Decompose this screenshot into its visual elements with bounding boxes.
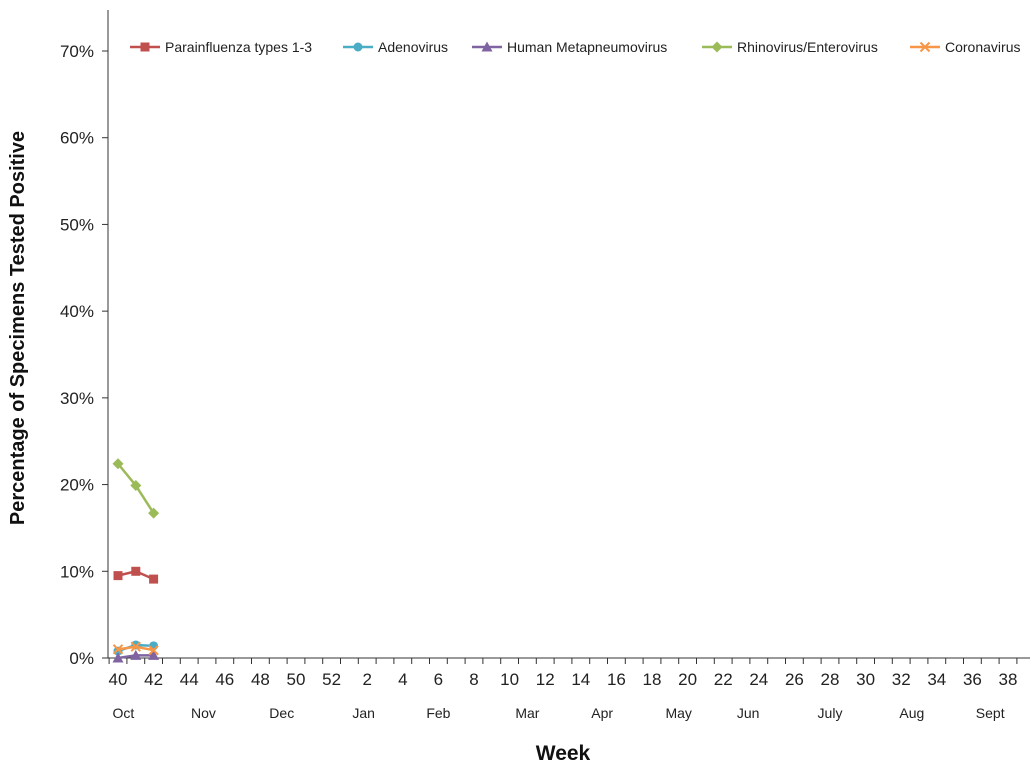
legend-label: Parainfluenza types 1-3 (165, 39, 312, 55)
legend: Parainfluenza types 1-3 Adenovirus Human M… (130, 39, 1020, 55)
data-point (130, 641, 142, 652)
month-label: July (818, 705, 843, 721)
data-point (130, 649, 142, 660)
x-tick-label: 8 (469, 670, 478, 689)
axes: 0%10%20%30%40%50%60%70%40 42 44 46 48 50 52 2 4 6… (60, 10, 1030, 721)
legend-label: Adenovirus (378, 39, 448, 55)
x-tick-label: 18 (643, 670, 662, 689)
data-point (148, 649, 160, 660)
data-point (353, 42, 363, 52)
data-point (140, 42, 150, 52)
x-tick-label: 34 (927, 670, 946, 689)
month-label: Jan (352, 705, 375, 721)
x-tick-label: 4 (398, 670, 407, 689)
y-tick-label: 60% (60, 129, 94, 148)
legend-entry: Adenovirus (343, 39, 448, 55)
legend-label: Human Metapneumovirus (507, 39, 667, 55)
series-parainfluenza-types-1-3 (113, 566, 159, 584)
x-tick-label: 32 (892, 670, 911, 689)
month-label: Oct (112, 705, 134, 721)
data-point (149, 574, 159, 584)
legend-label: Coronavirus (945, 39, 1020, 55)
x-tick-label: 52 (322, 670, 341, 689)
x-tick-label: 38 (999, 670, 1018, 689)
x-tick-label: 30 (856, 670, 875, 689)
legend-entry: Rhinovirus/Enterovirus (702, 39, 878, 55)
y-tick-label: 30% (60, 389, 94, 408)
month-label: Nov (191, 705, 216, 721)
data-point (112, 652, 124, 663)
y-tick-label: 50% (60, 215, 94, 234)
month-label: Apr (591, 705, 613, 721)
month-label: Sept (976, 705, 1005, 721)
y-tick-label: 20% (60, 476, 94, 495)
x-tick-label: 16 (607, 670, 626, 689)
series-layer (112, 458, 160, 663)
legend-label: Rhinovirus/Enterovirus (737, 39, 878, 55)
legend-entry: Coronavirus (910, 39, 1020, 55)
data-point (131, 566, 141, 576)
data-point (112, 644, 124, 655)
x-tick-label: 12 (536, 670, 555, 689)
series-human-metapneumovirus (112, 649, 160, 663)
data-point (112, 458, 124, 470)
series-rhinovirus-enterovirus (112, 458, 160, 519)
x-tick-label: 2 (362, 670, 371, 689)
month-label: Mar (515, 705, 539, 721)
x-tick-label: 50 (287, 670, 306, 689)
x-tick-label: 48 (251, 670, 270, 689)
x-axis-title: Week (536, 742, 591, 764)
data-point (130, 479, 142, 491)
x-tick-label: 22 (714, 670, 733, 689)
data-point (919, 41, 931, 53)
x-tick-label: 26 (785, 670, 804, 689)
y-tick-label: 40% (60, 302, 94, 321)
x-tick-label: 40 (109, 670, 128, 689)
data-point (711, 41, 723, 53)
y-tick-label: 0% (69, 649, 94, 668)
data-point (113, 571, 123, 581)
data-point (481, 41, 493, 52)
y-tick-label: 10% (60, 562, 94, 581)
month-label: Jun (737, 705, 760, 721)
x-tick-label: 28 (821, 670, 840, 689)
data-point (148, 507, 160, 519)
legend-entry: Parainfluenza types 1-3 (130, 39, 312, 55)
month-label: Feb (426, 705, 450, 721)
month-label: May (665, 705, 691, 721)
x-tick-label: 20 (678, 670, 697, 689)
data-point (148, 644, 159, 656)
x-tick-label: 44 (180, 670, 199, 689)
y-axis-title: Percentage of Specimens Tested Positive (7, 131, 29, 525)
month-label: Dec (269, 705, 294, 721)
x-tick-label: 10 (500, 670, 519, 689)
y-tick-label: 70% (60, 42, 94, 61)
series-coronavirus (112, 641, 159, 656)
x-tick-label: 36 (963, 670, 982, 689)
month-label: Aug (899, 705, 924, 721)
x-tick-label: 46 (215, 670, 234, 689)
x-tick-label: 24 (749, 670, 768, 689)
legend-entry: Human Metapneumovirus (472, 39, 667, 55)
x-tick-label: 42 (144, 670, 163, 689)
x-tick-label: 14 (571, 670, 590, 689)
x-tick-label: 6 (434, 670, 443, 689)
